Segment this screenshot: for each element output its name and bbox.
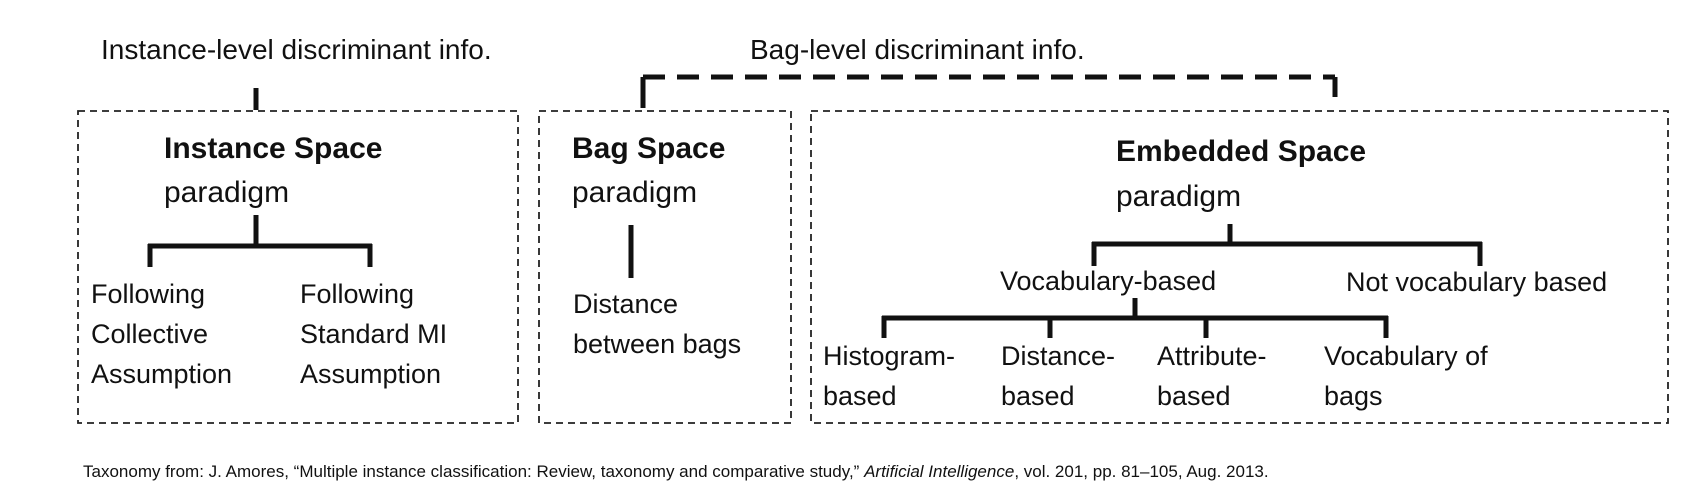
embedded-space-title: Embedded Space bbox=[1116, 135, 1367, 168]
bag-level-bracket bbox=[640, 74, 1338, 108]
leaf-standard-mi-assumption: Following Standard MI Assumption bbox=[300, 279, 448, 389]
leaf-attribute-based: Attribute- based bbox=[1157, 341, 1267, 411]
embedded-space-tree bbox=[881, 224, 1483, 338]
instance-space-title: Instance Space bbox=[164, 132, 383, 165]
leaf-distance-between-bags: Distance between bags bbox=[573, 289, 742, 359]
embedded-space-box bbox=[810, 110, 1669, 424]
leaf-histogram-based: Histogram- based bbox=[823, 341, 956, 411]
bag-space-title: Bag Space bbox=[572, 132, 726, 165]
embedded-space-subtitle: paradigm bbox=[1116, 180, 1242, 213]
citation-prefix: Taxonomy from: J. Amores, “Multiple inst… bbox=[83, 462, 865, 481]
leaf-collective-assumption: Following Collective Assumption bbox=[91, 279, 233, 389]
citation: Taxonomy from: J. Amores, “Multiple inst… bbox=[83, 463, 1269, 480]
vocabulary-based-label: Vocabulary-based bbox=[1000, 266, 1217, 296]
citation-suffix: , vol. 201, pp. 81–105, Aug. 2013. bbox=[1014, 462, 1269, 481]
leaf-vocabulary-of-bags: Vocabulary of bags bbox=[1324, 341, 1488, 411]
leaf-distance-based: Distance- based bbox=[1001, 341, 1116, 411]
bag-level-header: Bag-level discriminant info. bbox=[750, 34, 1085, 65]
bag-space-box bbox=[538, 110, 792, 424]
instance-space-subtitle: paradigm bbox=[164, 176, 290, 209]
bag-space-subtitle: paradigm bbox=[572, 176, 698, 209]
not-vocabulary-based-label: Not vocabulary based bbox=[1346, 267, 1608, 297]
instance-level-header: Instance-level discriminant info. bbox=[101, 34, 492, 65]
instance-space-box bbox=[77, 110, 519, 424]
citation-journal: Artificial Intelligence bbox=[864, 462, 1015, 481]
instance-space-tree bbox=[147, 215, 373, 267]
